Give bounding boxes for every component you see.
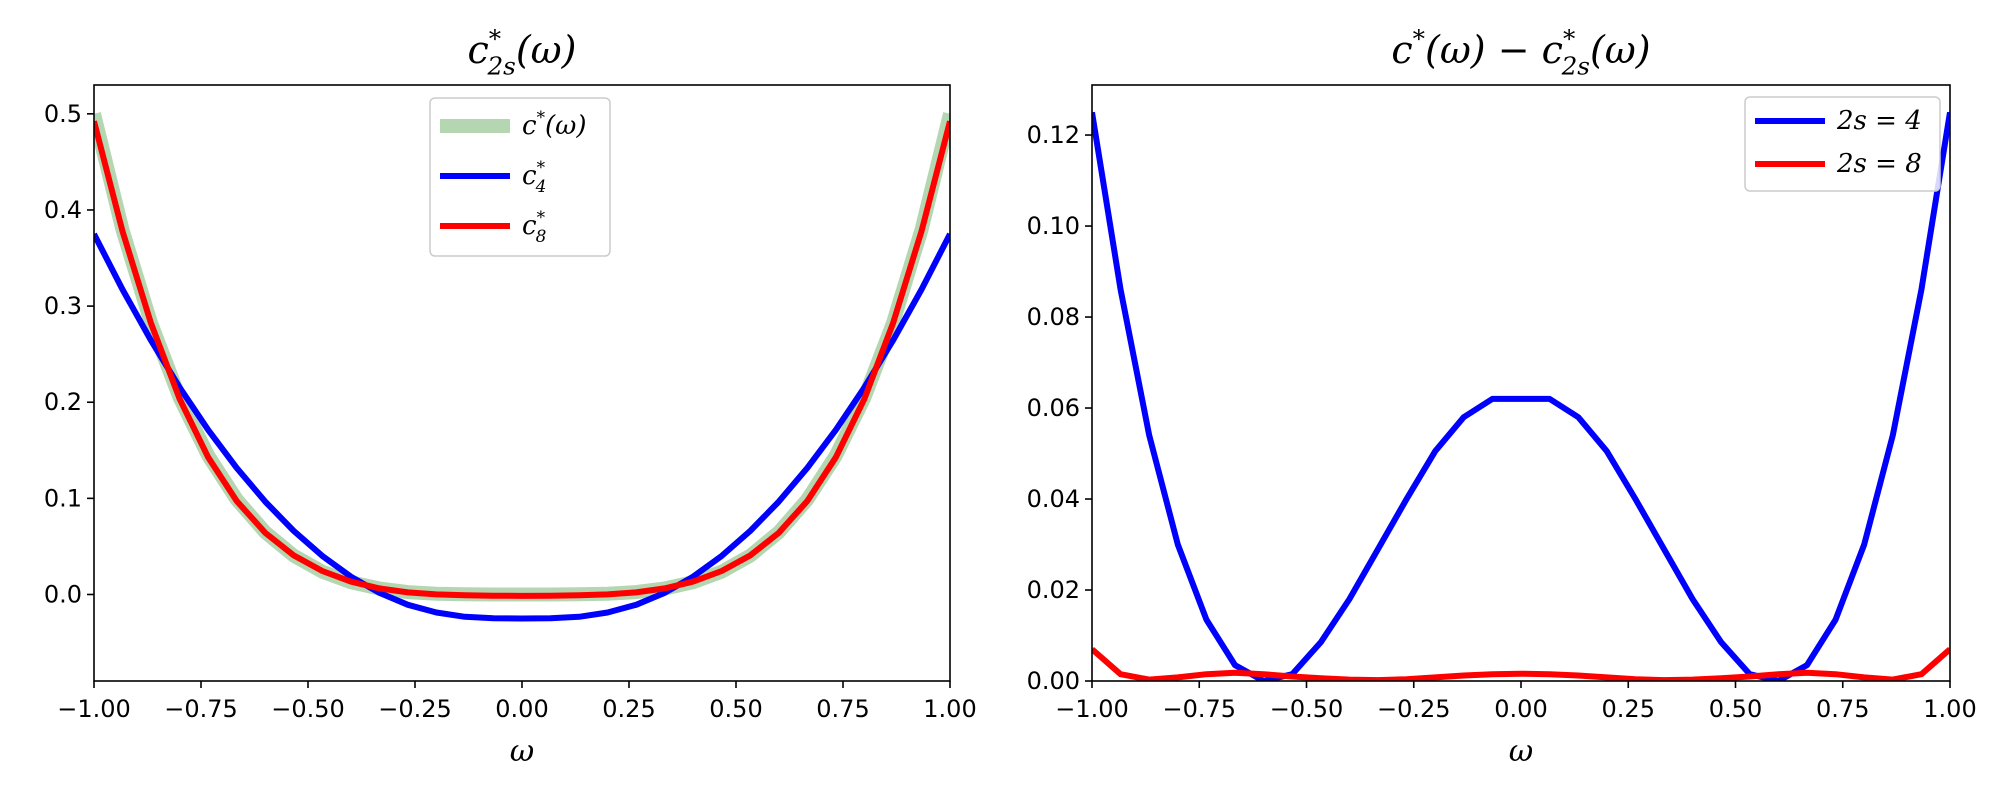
x-tick-label: 0.25 <box>602 695 655 723</box>
legend: 2s = 4 2s = 8 <box>1744 96 1941 192</box>
x-tick-label: 1.00 <box>923 695 976 723</box>
y-tick-label: 0.10 <box>1027 212 1080 240</box>
y-tick-label: 0.00 <box>1027 667 1080 695</box>
x-axis-label: ω <box>1509 734 1533 769</box>
x-tick-label: 0.00 <box>1494 695 1547 723</box>
y-tick-label: 0.08 <box>1027 303 1080 331</box>
plot-area <box>1092 111 1950 681</box>
x-tick-label: 0.50 <box>709 695 762 723</box>
legend: c*​(ω) c*4​ c*8​ <box>429 97 611 257</box>
plot-area <box>94 112 950 622</box>
x-axis-label: ω <box>510 734 534 769</box>
series-line-2s-8 <box>1092 646 1950 681</box>
x-tick-label: −0.75 <box>1162 695 1236 723</box>
x-tick-label: −0.50 <box>1270 695 1344 723</box>
legend-label: c*8​ <box>522 207 547 246</box>
x-tick-label: 0.75 <box>816 695 869 723</box>
x-tick-label: 1.00 <box>1923 695 1976 723</box>
x-tick-label: −0.50 <box>271 695 345 723</box>
y-tick-label: 0.04 <box>1027 485 1080 513</box>
x-tick-label: −0.25 <box>378 695 452 723</box>
chart-title: c*2s​(ω) <box>468 24 577 80</box>
left-panel: −1.00 −0.75 −0.50 −0.25 0.00 0.25 0.50 0.75 1.00… <box>44 24 977 769</box>
legend-box <box>429 97 611 257</box>
y-tick-label: 0.2 <box>44 388 82 416</box>
x-tick-label: −1.00 <box>57 695 131 723</box>
legend-label: 2s = 4 <box>1836 106 1922 136</box>
y-tick-label: 0.06 <box>1027 394 1080 422</box>
x-tick-label: −0.25 <box>1377 695 1451 723</box>
y-tick-label: 0.0 <box>44 580 82 608</box>
y-tick-label: 0.5 <box>44 100 82 128</box>
y-tick-label: 0.3 <box>44 292 82 320</box>
y-tick-label: 0.4 <box>44 196 82 224</box>
x-tick-label: 0.75 <box>1816 695 1869 723</box>
y-tick-label: 0.12 <box>1027 121 1080 149</box>
x-tick-label: 0.50 <box>1709 695 1762 723</box>
x-tick-label: −0.75 <box>164 695 238 723</box>
legend-label: c*4​ <box>522 157 546 196</box>
chart-title: c*​(ω) − c*2s​(ω) <box>1391 24 1650 80</box>
series-line-2s-4 <box>1092 111 1950 681</box>
series-line-c8-star <box>94 120 950 599</box>
y-tick-label: 0.02 <box>1027 576 1080 604</box>
series-line-c4-star <box>94 232 950 622</box>
legend-label: c*​(ω) <box>522 107 587 141</box>
right-panel: −1.00 −0.75 −0.50 −0.25 0.00 0.25 0.50 0.75 1.00… <box>1027 24 1977 769</box>
x-tick-label: 0.00 <box>495 695 548 723</box>
x-tick-label: 0.25 <box>1602 695 1655 723</box>
y-tick-label: 0.1 <box>44 484 82 512</box>
legend-label: 2s = 8 <box>1836 149 1922 179</box>
x-tick-label: −1.00 <box>1055 695 1129 723</box>
